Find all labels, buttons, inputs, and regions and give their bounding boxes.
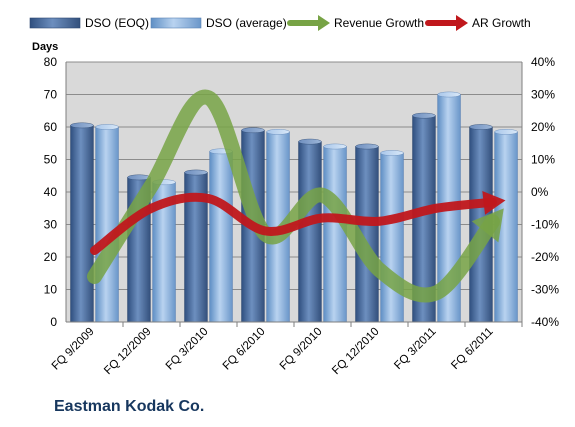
- dso-eoq-bar-cap: [70, 122, 94, 129]
- dso-eoq-bar: [298, 141, 322, 323]
- dso-average-bar-cap: [266, 129, 290, 135]
- company-name: Eastman Kodak Co.: [54, 398, 205, 415]
- y-tick-label: 20: [44, 250, 58, 264]
- dso-eoq-bar-cap: [469, 124, 493, 130]
- y-axis-title: Days: [32, 41, 58, 53]
- revenue-growth-arrowhead: [471, 208, 504, 243]
- y-tick-label: 80: [44, 55, 58, 69]
- x-tick-label: FQ 3/2011: [392, 326, 438, 372]
- y2-tick-label: 30%: [531, 88, 555, 102]
- y-tick-label: 40: [44, 185, 58, 199]
- dso-average-bar: [380, 152, 404, 323]
- x-tick-label: FQ 12/2009: [102, 326, 153, 377]
- y2-tick-label: 0%: [531, 185, 549, 199]
- dso-average-bar: [95, 126, 119, 323]
- y-tick-label: 50: [44, 153, 58, 167]
- y2-tick-label: 40%: [531, 55, 555, 69]
- dso-average-bar-cap: [494, 129, 518, 135]
- ar-growth-arrowhead: [482, 190, 506, 215]
- x-tick-label: FQ 12/2010: [330, 326, 381, 377]
- dso-average-bar-cap: [380, 150, 404, 156]
- ar-growth-legend-label: AR Growth: [472, 16, 531, 30]
- x-tick-label: FQ 9/2009: [50, 326, 97, 373]
- dso-eoq-bar-cap: [412, 112, 436, 119]
- y-tick-label: 0: [50, 315, 57, 329]
- dso-eoq-bar-cap: [355, 143, 379, 150]
- dso-average-bar-cap: [323, 143, 347, 150]
- dso-average-bar: [209, 151, 233, 323]
- dso-eoq-bar: [70, 125, 94, 323]
- x-tick-label: FQ 6/2010: [221, 326, 268, 373]
- y-tick-label: 70: [44, 88, 58, 102]
- y2-tick-label: 20%: [531, 120, 555, 134]
- y2-tick-label: -30%: [531, 283, 559, 297]
- revenue-growth-legend-arrowhead: [318, 15, 330, 31]
- dso-eoq-bar-cap: [184, 169, 208, 176]
- y-tick-label: 10: [44, 283, 58, 297]
- dso-average-bar-cap: [95, 124, 119, 130]
- dso-eoq-legend-swatch: [29, 17, 81, 29]
- ar-growth-legend-arrowhead: [456, 15, 468, 31]
- dso-average-legend-swatch: [150, 17, 202, 29]
- y-tick-label: 60: [44, 120, 58, 134]
- x-tick-label: FQ 9/2010: [278, 326, 325, 373]
- x-tick-label: FQ 3/2010: [164, 326, 211, 373]
- y2-tick-label: -10%: [531, 218, 559, 232]
- dso-average-bar-cap: [437, 91, 461, 98]
- dso-average-legend-label: DSO (average): [206, 16, 287, 30]
- dso-eoq-bar-cap: [241, 127, 265, 134]
- dso-eoq-bar-cap: [298, 138, 322, 145]
- dso-average-bar: [323, 146, 347, 323]
- y-tick-label: 30: [44, 218, 58, 232]
- y2-tick-label: 10%: [531, 153, 555, 167]
- y2-tick-label: -20%: [531, 250, 559, 264]
- y2-tick-label: -40%: [531, 315, 559, 329]
- dso-eoq-legend-label: DSO (EOQ): [85, 16, 149, 30]
- x-tick-label: FQ 6/2011: [449, 326, 495, 372]
- revenue-growth-legend-label: Revenue Growth: [334, 16, 424, 30]
